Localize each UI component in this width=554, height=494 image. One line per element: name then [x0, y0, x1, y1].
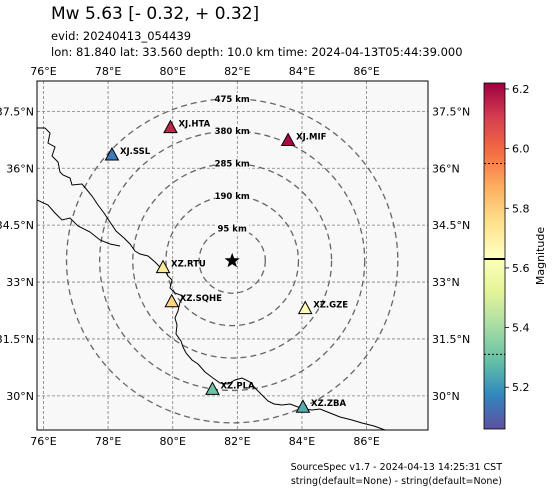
ring-label-bg — [215, 222, 250, 234]
station-triangle — [205, 381, 220, 395]
colorbar-frame — [483, 82, 506, 430]
lat-tick-left: 34.5°N — [0, 219, 34, 232]
lon-tick-top: 86°E — [353, 65, 379, 78]
border-spur — [37, 199, 121, 247]
station-label: XZ.ZBA — [311, 399, 347, 409]
ring-label: 285 km — [215, 160, 250, 170]
station-label: XJ.MIF — [296, 133, 327, 143]
lat-tick-right: 36°N — [432, 162, 460, 175]
epicenter-star-icon — [224, 252, 240, 268]
lon-tick-bottom: 76°E — [30, 435, 56, 448]
lon-tick-bottom: 84°E — [289, 435, 315, 448]
lon-tick-top: 76°E — [30, 65, 56, 78]
colorbar-tick-label: 5.8 — [512, 202, 530, 215]
station-label: XZ.PLA — [220, 381, 255, 391]
lon-tick-top: 78°E — [95, 65, 121, 78]
colorbar-tick-label: 5.4 — [512, 322, 530, 335]
colorbar-tick-label: 6.2 — [512, 83, 530, 96]
station-label: XJ.HTA — [178, 120, 210, 130]
ring-label-bg — [215, 125, 250, 137]
lon-tick-bottom: 78°E — [95, 435, 121, 448]
station-triangle — [164, 293, 180, 308]
ring-label-bg — [215, 189, 250, 201]
ring-label: 190 km — [215, 192, 250, 202]
colorbar-tick-label: 6.0 — [512, 143, 530, 156]
lon-tick-bottom: 82°E — [224, 435, 250, 448]
ring-label: 95 km — [218, 224, 247, 234]
lat-tick-left: 33°N — [6, 276, 34, 289]
distance-ring — [165, 195, 300, 327]
lat-tick-left: 31.5°N — [0, 333, 34, 346]
colorbar — [484, 83, 505, 429]
ring-label-bg — [215, 157, 250, 169]
station-triangle — [163, 119, 178, 134]
station-triangle — [297, 300, 313, 315]
station-triangle — [155, 259, 171, 274]
station-triangle — [295, 399, 311, 413]
footer-config: string(default=None) - string(default=No… — [290, 476, 502, 487]
lon-tick-bottom: 86°E — [353, 435, 379, 448]
station-label: XZ.SQHE — [180, 294, 222, 304]
map-frame — [36, 80, 429, 431]
lat-tick-right: 37.5°N — [432, 105, 470, 118]
lat-tick-right: 34.5°N — [432, 219, 470, 232]
ring-label: 380 km — [215, 127, 250, 137]
lat-tick-left: 37.5°N — [0, 105, 34, 118]
colorbar-tick-label: 5.6 — [512, 262, 530, 275]
event-info: lon: 81.840 lat: 33.560 depth: 10.0 km t… — [51, 45, 463, 59]
event-id: evid: 20240413_054439 — [51, 29, 192, 43]
station-triangle — [104, 146, 120, 161]
lat-tick-right: 31.5°N — [432, 333, 470, 346]
station-label: XZ.RTU — [171, 260, 206, 270]
station-label: XZ.GZE — [313, 301, 348, 311]
distance-ring — [99, 130, 366, 392]
colorbar-label: Magnitude — [534, 227, 547, 286]
footer-version: SourceSpec v1.7 - 2024-04-13 14:25:31 CS… — [290, 462, 502, 473]
lon-tick-top: 80°E — [159, 65, 185, 78]
ring-label: 475 km — [215, 95, 250, 105]
lat-tick-left: 30°N — [6, 390, 34, 403]
colorbar-tick-label: 5.2 — [512, 381, 530, 394]
lon-tick-top: 82°E — [224, 65, 250, 78]
country-border-kashmir — [37, 127, 386, 430]
station-label: XJ.SSL — [120, 147, 151, 157]
ring-label-bg — [215, 92, 250, 104]
lat-tick-right: 30°N — [432, 390, 460, 403]
station-triangle — [280, 132, 296, 147]
lon-tick-top: 84°E — [289, 65, 315, 78]
lon-tick-bottom: 80°E — [159, 435, 185, 448]
lat-tick-right: 33°N — [432, 276, 460, 289]
magnitude-title: Mw 5.63 [- 0.32, + 0.32] — [51, 4, 260, 24]
lat-tick-left: 36°N — [6, 162, 34, 175]
